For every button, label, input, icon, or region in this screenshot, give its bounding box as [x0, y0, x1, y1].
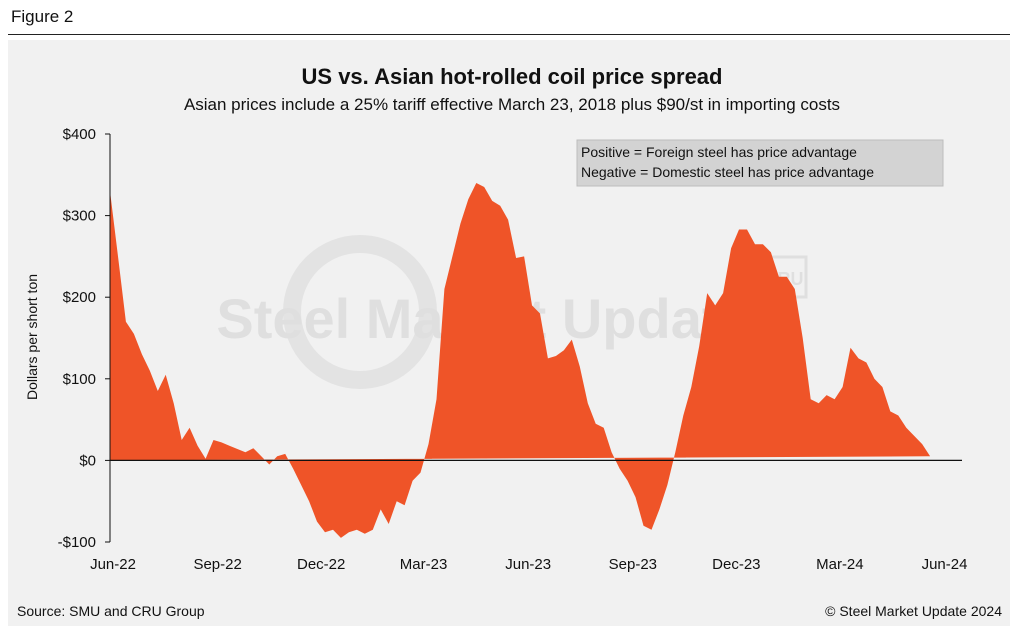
x-tick-label: Dec-22: [297, 556, 345, 573]
x-tick-label: Sep-23: [609, 556, 657, 573]
x-axis-ticks: Jun-22 Sep-22 Dec-22 Mar-23 Jun-23 Sep-23 Dec-…: [90, 556, 967, 573]
y-tick-label: $100: [63, 371, 96, 388]
y-tick-label: -$100: [58, 534, 96, 551]
y-tick-label: $200: [63, 289, 96, 306]
x-tick-label: Jun-23: [505, 556, 551, 573]
y-tick-label: $0: [79, 452, 96, 469]
y-axis-ticks: $400 $300 $200 $100 $0 -$100: [58, 126, 110, 551]
figure-label: Figure 2: [11, 7, 74, 26]
source-note: Source: SMU and CRU Group: [17, 603, 205, 619]
x-tick-label: Jun-24: [922, 556, 968, 573]
legend-note-negative: Negative = Domestic steel has price adva…: [581, 164, 874, 180]
x-tick-label: Dec-23: [712, 556, 760, 573]
y-axis-label: Dollars per short ton: [24, 274, 40, 400]
legend-note: Positive = Foreign steel has price advan…: [576, 139, 944, 187]
y-tick-label: $400: [63, 126, 96, 143]
x-tick-label: Sep-22: [193, 556, 241, 573]
x-tick-label: Mar-24: [816, 556, 864, 573]
spread-area: [110, 183, 931, 538]
watermark-ring: [283, 235, 437, 389]
legend-note-box: [576, 139, 944, 187]
copyright-note: © Steel Market Update 2024: [825, 603, 1002, 619]
legend-note-positive: Positive = Foreign steel has price advan…: [581, 144, 857, 160]
x-tick-label: Mar-23: [400, 556, 448, 573]
chart-title: US vs. Asian hot-rolled coil price sprea…: [302, 64, 723, 89]
chart-subtitle: Asian prices include a 25% tariff effect…: [184, 95, 840, 114]
y-tick-label: $300: [63, 208, 96, 225]
top-rule: [8, 34, 1010, 35]
x-tick-label: Jun-22: [90, 556, 136, 573]
